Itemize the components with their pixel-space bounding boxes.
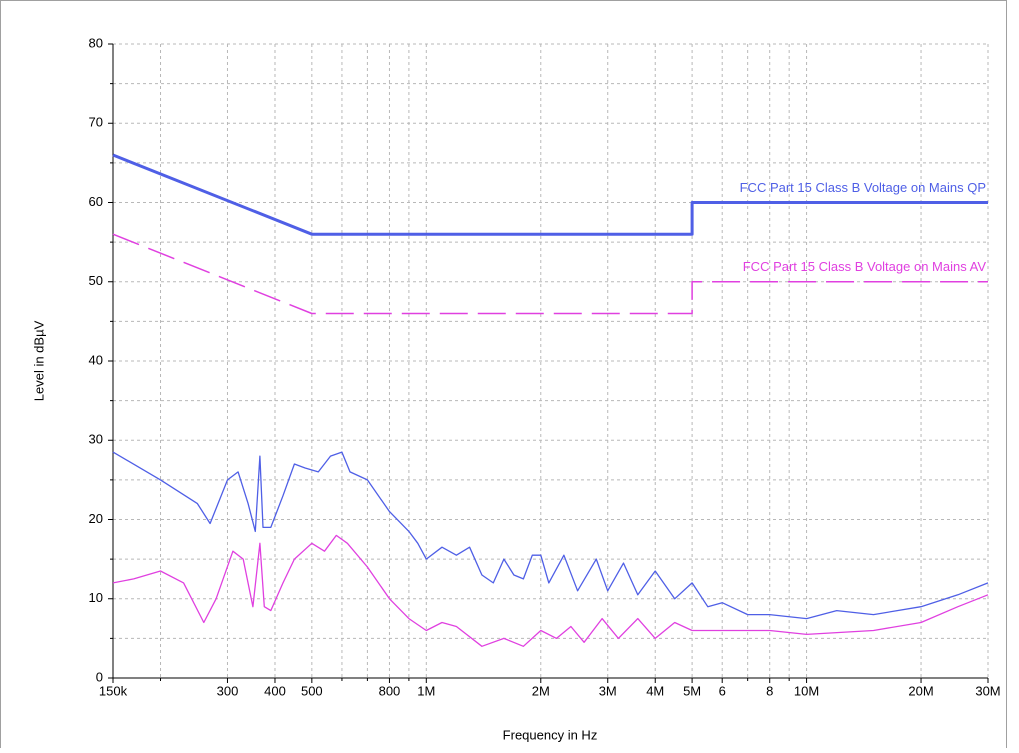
y-tick-label: 60: [89, 194, 103, 209]
x-tick-label: 400: [264, 683, 286, 698]
y-tick-label: 0: [96, 669, 103, 684]
x-tick-label: 2M: [532, 683, 550, 698]
x-tick-label: 500: [301, 683, 323, 698]
y-axis-label: Level in dBµV: [31, 320, 46, 401]
x-tick-label: 300: [217, 683, 239, 698]
y-tick-label: 10: [89, 590, 103, 605]
x-tick-label: 150k: [99, 683, 128, 698]
series-line: [112, 233, 988, 315]
series-line: [112, 153, 988, 236]
series-line: [112, 451, 989, 620]
x-tick-label: 30M: [975, 683, 1000, 698]
x-tick-label: 8: [766, 683, 773, 698]
y-tick-label: 40: [89, 352, 103, 367]
x-axis-label: Frequency in Hz: [503, 727, 598, 742]
series-label: FCC Part 15 Class B Voltage on Mains AV: [743, 259, 987, 274]
x-tick-label: 4M: [646, 683, 664, 698]
y-tick-label: 70: [89, 115, 103, 130]
x-tick-label: 1M: [417, 683, 435, 698]
x-tick-label: 5M: [683, 683, 701, 698]
y-tick-label: 50: [89, 273, 103, 288]
y-tick-label: 30: [89, 432, 103, 447]
x-tick-label: 3M: [599, 683, 617, 698]
x-tick-label: 6: [719, 683, 726, 698]
series-label: FCC Part 15 Class B Voltage on Mains QP: [740, 180, 986, 195]
x-tick-label: 800: [379, 683, 401, 698]
x-tick-label: 20M: [908, 683, 933, 698]
y-tick-label: 80: [89, 35, 103, 50]
x-tick-label: 10M: [794, 683, 819, 698]
series-line: [112, 534, 989, 647]
y-tick-label: 20: [89, 511, 103, 526]
